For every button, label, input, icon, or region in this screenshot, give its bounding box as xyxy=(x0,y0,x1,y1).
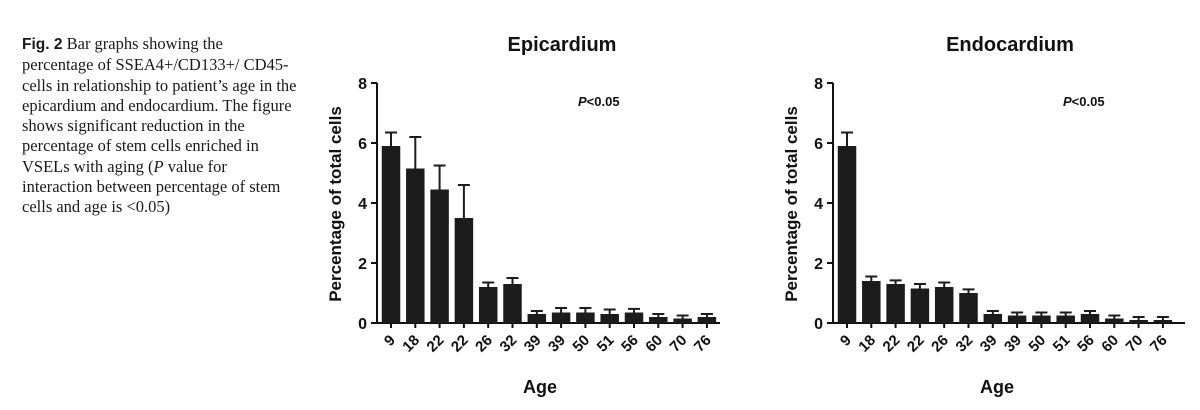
bar xyxy=(886,284,905,323)
bar xyxy=(381,146,401,323)
x-axis-label: Age xyxy=(980,377,1014,397)
y-axis-label: Percentage of total cells xyxy=(326,106,345,302)
bar xyxy=(406,168,425,323)
figure-label: Fig. 2 xyxy=(22,36,63,53)
x-tick-label: 9 xyxy=(381,332,399,350)
bar xyxy=(983,314,1003,323)
endocardium-chart: Endocardium P<0.05 Percentage of total cel… xyxy=(782,34,1185,397)
x-tick-label: 32 xyxy=(953,332,977,356)
y-tick-label: 4 xyxy=(358,196,367,213)
y-tick-label: 6 xyxy=(358,136,367,153)
bar xyxy=(837,146,857,323)
caption-text-italic: P xyxy=(153,156,164,176)
y-tick-label: 0 xyxy=(358,316,367,333)
x-tick-label: 50 xyxy=(569,332,593,356)
caption-text-2: value for interaction between percentage… xyxy=(22,156,281,217)
x-tick-label: 50 xyxy=(1025,332,1049,356)
bar xyxy=(649,317,668,323)
caption-text-1: Bar graphs showing the percentage of SSE… xyxy=(22,34,297,176)
bar xyxy=(600,314,619,323)
p-value-italic: P xyxy=(578,94,587,109)
epicardium-chart: Epicardium P<0.05 Percentage of total cell… xyxy=(326,34,720,397)
bar xyxy=(1153,320,1173,323)
y-axis-label: Percentage of total cells xyxy=(782,106,801,302)
x-tick-label: 22 xyxy=(880,332,904,356)
x-tick-label: 9 xyxy=(837,332,855,350)
x-tick-label: 51 xyxy=(1050,332,1074,356)
bar xyxy=(910,288,930,323)
x-tick-label: 18 xyxy=(855,332,879,356)
x-tick-label: 76 xyxy=(1147,332,1171,356)
bar xyxy=(454,218,474,323)
p-value-annotation: P<0.05 xyxy=(578,94,620,109)
bar xyxy=(430,189,449,323)
y-tick-label: 0 xyxy=(814,316,823,333)
x-tick-label: 51 xyxy=(594,332,618,356)
bar xyxy=(959,293,978,323)
x-tick-label: 39 xyxy=(545,332,569,356)
bar xyxy=(1129,320,1148,323)
x-tick-label: 18 xyxy=(399,332,423,356)
bar xyxy=(1007,315,1027,323)
p-value-rest: <0.05 xyxy=(587,94,620,109)
x-tick-label: 70 xyxy=(1123,332,1147,356)
y-tick-label: 8 xyxy=(814,76,823,93)
p-value-rest: <0.05 xyxy=(1072,94,1105,109)
bar xyxy=(697,317,717,323)
x-tick-label: 70 xyxy=(667,332,691,356)
bar xyxy=(551,312,571,323)
x-tick-label: 60 xyxy=(1098,332,1122,356)
bar xyxy=(576,312,595,323)
bar xyxy=(1080,314,1100,323)
bar xyxy=(934,287,954,323)
bar xyxy=(673,318,692,323)
x-tick-label: 39 xyxy=(1001,332,1025,356)
bar xyxy=(478,287,498,323)
bar xyxy=(503,284,522,323)
bar xyxy=(527,314,547,323)
x-tick-label: 56 xyxy=(618,332,642,356)
y-tick-label: 8 xyxy=(358,76,367,93)
y-tick-label: 2 xyxy=(814,256,823,273)
p-value-italic: P xyxy=(1063,94,1072,109)
bar xyxy=(624,312,644,323)
x-tick-label: 22 xyxy=(904,332,928,356)
p-value-annotation: P<0.05 xyxy=(1063,94,1105,109)
x-tick-label: 26 xyxy=(472,332,496,356)
figure-caption: Fig. 2 Bar graphs showing the percentage… xyxy=(22,34,297,218)
y-tick-label: 6 xyxy=(814,136,823,153)
y-tick-label: 2 xyxy=(358,256,367,273)
x-tick-label: 26 xyxy=(928,332,952,356)
x-tick-label: 56 xyxy=(1074,332,1098,356)
x-tick-label: 39 xyxy=(521,332,545,356)
x-tick-label: 39 xyxy=(977,332,1001,356)
bar xyxy=(1056,315,1075,323)
bar xyxy=(862,281,881,323)
bar xyxy=(1032,315,1051,323)
bar xyxy=(1105,318,1124,323)
x-tick-label: 60 xyxy=(642,332,666,356)
chart-title: Endocardium xyxy=(946,34,1074,56)
x-tick-label: 22 xyxy=(448,332,472,356)
x-tick-label: 76 xyxy=(691,332,715,356)
chart-title: Epicardium xyxy=(508,34,617,56)
x-tick-label: 22 xyxy=(424,332,448,356)
y-tick-label: 4 xyxy=(814,196,823,213)
x-tick-label: 32 xyxy=(497,332,521,356)
x-axis-label: Age xyxy=(523,377,557,397)
